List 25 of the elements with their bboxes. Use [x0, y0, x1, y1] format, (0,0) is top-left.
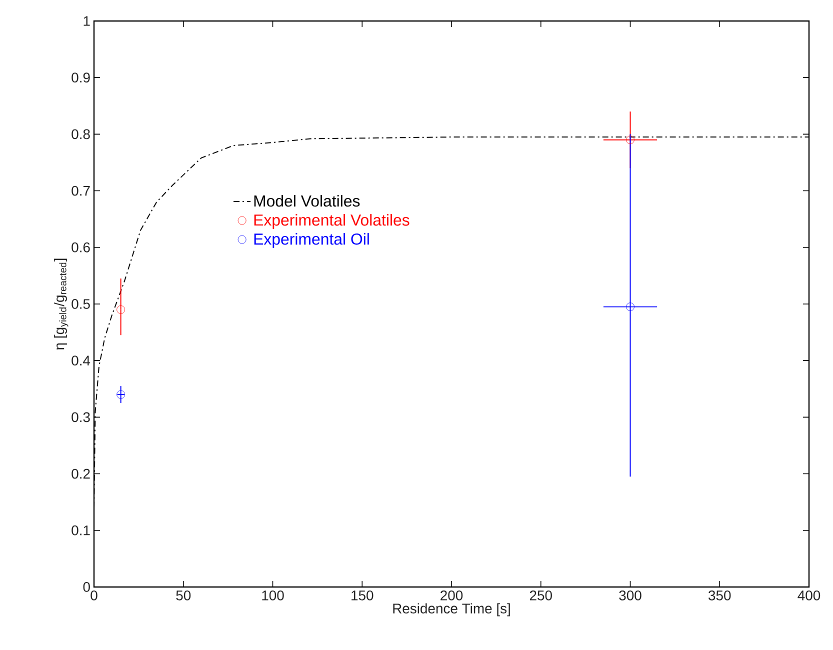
- legend-label: Experimental Volatiles: [254, 214, 410, 229]
- y-tick-label: 1: [84, 16, 90, 26]
- x-tick-label: 200: [440, 590, 463, 600]
- y-tick-label: 0.5: [72, 299, 90, 309]
- y-tick-label: 0.1: [72, 525, 90, 536]
- legend-label: Model Volatiles: [254, 194, 360, 207]
- x-tick-label: 350: [708, 590, 731, 600]
- y-axis-title: η [g$_{yield}$/g$_{reacted}$]: [54, 258, 68, 350]
- y-tick-label: 0.9: [72, 72, 90, 83]
- x-axis-title: Residence Time [s]: [393, 603, 510, 616]
- x-tick-label: 0: [90, 590, 98, 600]
- y-tick-label: 0.7: [72, 186, 90, 196]
- y-tick-label: 0: [83, 582, 90, 592]
- x-tick-label: 250: [530, 590, 552, 600]
- y-tick-label: 0.6: [72, 242, 90, 252]
- x-tick-label: 50: [176, 590, 191, 600]
- y-tick-label: 0.8: [72, 129, 90, 140]
- x-tick-label: 300: [619, 590, 642, 600]
- x-tick-label: 100: [262, 590, 284, 600]
- y-tick-label: 0.2: [72, 468, 90, 479]
- x-tick-label: 400: [798, 590, 820, 600]
- y-tick-label: 0.4: [72, 356, 90, 366]
- x-tick-label: 150: [352, 590, 374, 600]
- y-tick-label: 0.3: [72, 412, 90, 422]
- legend-label: Experimental Oil: [254, 233, 369, 248]
